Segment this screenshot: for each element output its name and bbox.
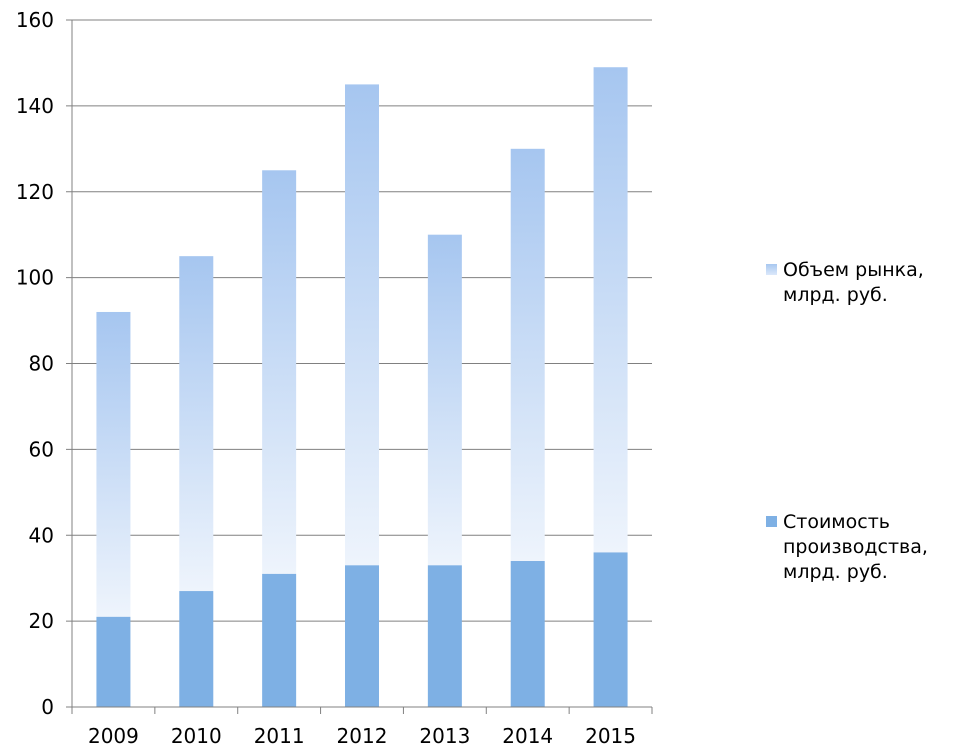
x-tick-label: 2011	[254, 724, 305, 748]
x-tick-label: 2014	[502, 724, 553, 748]
y-tick-label: 120	[16, 180, 54, 204]
y-tick-label: 160	[16, 8, 54, 32]
x-tick-label: 2010	[171, 724, 222, 748]
y-tick-label: 100	[16, 266, 54, 290]
bar-production-cost	[510, 561, 545, 707]
x-axis-tick-labels: 2009 2010 2011 2012 2013 2014 2015	[88, 724, 636, 748]
bar-production-cost	[345, 565, 379, 707]
legend-swatch-market-volume	[766, 264, 777, 275]
y-tick-label: 0	[41, 695, 54, 719]
legend-label-market-volume: Объем рынка, млрд. руб.	[783, 259, 924, 306]
bar-production-cost	[427, 565, 462, 707]
bar-production-cost	[593, 552, 628, 707]
bar-market-volume	[593, 67, 628, 553]
y-axis-tick-labels: 0 20 40 60 80 100 120 140 160	[16, 8, 54, 719]
x-tick-label: 2012	[337, 724, 388, 748]
legend-swatch-production-cost	[766, 516, 777, 527]
bar-market-volume	[345, 84, 379, 566]
y-tick-label: 80	[29, 352, 54, 376]
bar-production-cost	[179, 591, 214, 707]
bar-market-volume	[179, 256, 214, 592]
y-tick-label: 40	[29, 523, 54, 547]
bar-production-cost	[96, 616, 131, 707]
bar-market-volume	[427, 234, 462, 566]
bar-market-volume	[96, 311, 131, 617]
y-tick-label: 60	[29, 437, 54, 461]
x-tick-label: 2009	[88, 724, 139, 748]
bar-market-volume	[510, 148, 545, 562]
x-tick-label: 2015	[585, 724, 636, 748]
y-tick-label: 140	[16, 94, 54, 118]
bar-production-cost	[262, 573, 297, 707]
y-tick-label: 20	[29, 609, 54, 633]
axes	[66, 20, 653, 714]
x-tick-label: 2013	[419, 724, 470, 748]
bars	[96, 67, 628, 707]
legend-label-production-cost: Стоимость производства, млрд. руб.	[783, 511, 928, 583]
bar-market-volume	[262, 170, 297, 574]
legend-item-production-cost: Стоимость производства, млрд. руб.	[766, 510, 971, 585]
legend-item-market-volume: Объем рынка, млрд. руб.	[766, 258, 971, 308]
